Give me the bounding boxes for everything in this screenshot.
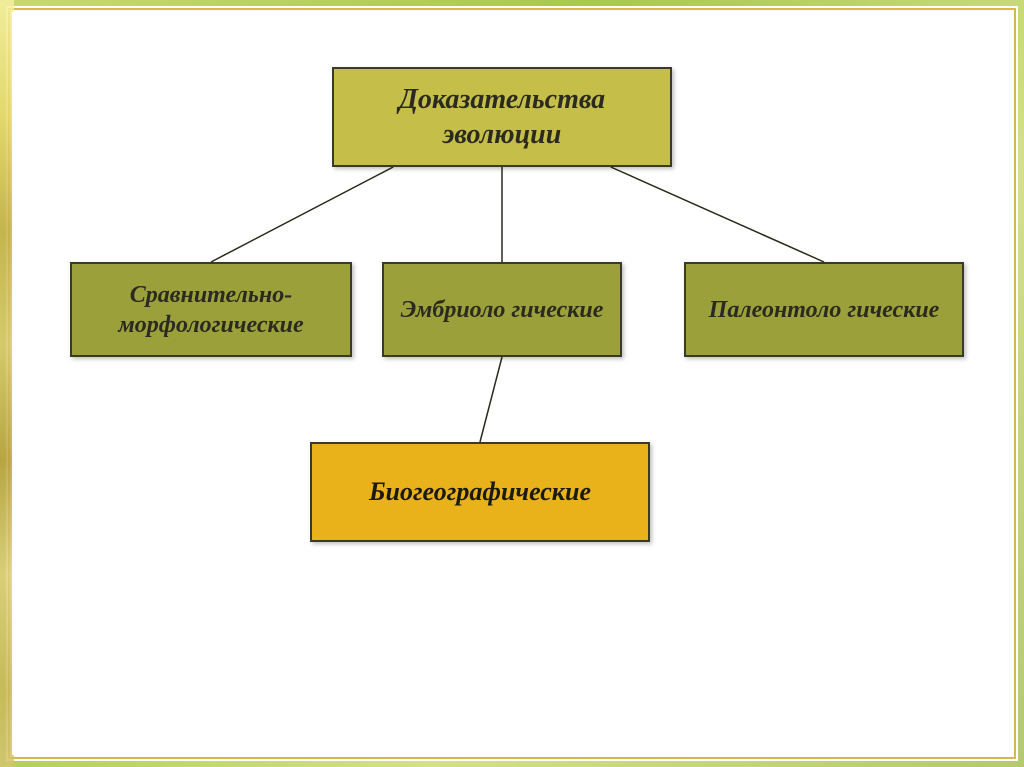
root-node: Доказательства эволюции: [332, 67, 672, 167]
child-node-comparative-morphological: Сравнительно-морфологические: [70, 262, 352, 357]
child-node-paleontological: Палеонтоло гические: [684, 262, 964, 357]
edge: [480, 357, 502, 442]
child-node-embryological: Эмбриоло гические: [382, 262, 622, 357]
diagram-canvas: Доказательства эволюции Сравнительно-мор…: [12, 12, 1012, 755]
child-node-biogeographical: Биогеографические: [310, 442, 650, 542]
edge: [211, 167, 393, 262]
edge: [611, 167, 824, 262]
